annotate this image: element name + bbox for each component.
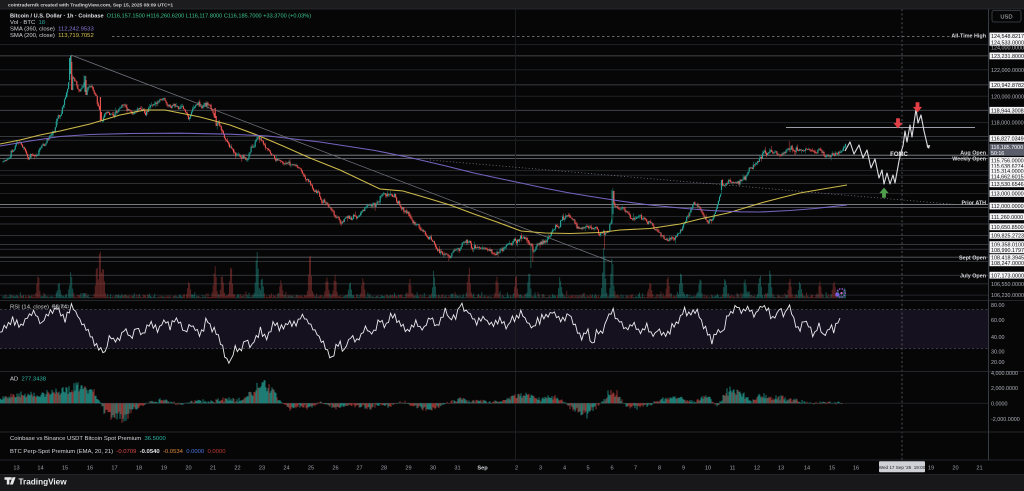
svg-text:Wed 17 Sep '25 19:00: Wed 17 Sep '25 19:00 [879, 465, 926, 470]
svg-text:19: 19 [161, 466, 167, 472]
svg-text:13: 13 [13, 466, 19, 472]
svg-text:60.00: 60.00 [991, 318, 1005, 324]
svg-text:109,358.0100: 109,358.0100 [991, 243, 1024, 249]
svg-text:108,418.3945: 108,418.3945 [991, 256, 1024, 262]
svg-text:18: 18 [136, 466, 142, 472]
svg-text:118,000.0000: 118,000.0000 [991, 121, 1024, 127]
svg-text:3: 3 [539, 466, 542, 472]
svg-text:108,990.1797: 108,990.1797 [991, 248, 1024, 254]
svg-text:2: 2 [515, 466, 518, 472]
svg-text:123,231.8000: 123,231.8000 [991, 54, 1024, 60]
svg-text:0.0000: 0.0000 [991, 401, 1008, 407]
svg-text:RSI (14, close) 56.74: RSI (14, close) 56.74 [10, 305, 68, 311]
svg-text:124,533.0000: 124,533.0000 [991, 40, 1024, 46]
svg-text:115,756.0000: 115,756.0000 [991, 159, 1024, 165]
svg-text:106,550.0000: 106,550.0000 [991, 282, 1024, 288]
svg-text:19: 19 [928, 466, 934, 472]
svg-text:All-Time High: All-Time High [951, 34, 986, 40]
svg-text:22: 22 [234, 466, 240, 472]
svg-text:24: 24 [283, 466, 289, 472]
svg-text:106,230.0000: 106,230.0000 [991, 293, 1024, 299]
svg-text:124,000.0000: 124,000.0000 [991, 46, 1024, 52]
svg-text:11: 11 [730, 466, 736, 472]
svg-text:7: 7 [634, 466, 637, 472]
svg-text:6: 6 [610, 466, 613, 472]
svg-text:13: 13 [778, 466, 784, 472]
svg-text:40.00: 40.00 [991, 335, 1005, 341]
svg-text:17: 17 [111, 466, 117, 472]
svg-text:Sept Open: Sept Open [959, 255, 986, 261]
svg-text:120,942.8782: 120,942.8782 [991, 83, 1024, 89]
svg-text:5: 5 [586, 466, 589, 472]
svg-text:Prior ATH: Prior ATH [961, 200, 986, 206]
svg-text:cointradernik created with Tra: cointradernik created with TradingView.c… [8, 3, 173, 9]
svg-text:15: 15 [62, 466, 68, 472]
svg-text:115,638.6274: 115,638.6274 [991, 164, 1024, 170]
svg-text:TradingView: TradingView [19, 478, 68, 487]
svg-text:112,000.0000: 112,000.0000 [991, 204, 1024, 210]
svg-text:110,650.8500: 110,650.8500 [991, 225, 1024, 231]
svg-text:Coinbase vs Binance USDT Bitco: Coinbase vs Binance USDT Bitcoin Spot Pr… [10, 436, 166, 442]
svg-text:111,260.0000: 111,260.0000 [991, 215, 1023, 221]
svg-text:29: 29 [405, 466, 411, 472]
svg-text:28: 28 [381, 466, 387, 472]
svg-text:2,000.0000: 2,000.0000 [991, 386, 1018, 392]
svg-text:21: 21 [976, 466, 982, 472]
svg-text:23: 23 [259, 466, 265, 472]
svg-text:Sep: Sep [477, 466, 488, 472]
svg-text:15: 15 [829, 466, 835, 472]
svg-text:122,000.0000: 122,000.0000 [991, 68, 1024, 74]
svg-text:30.00: 30.00 [991, 350, 1005, 356]
svg-text:12: 12 [754, 466, 760, 472]
svg-text:50:16: 50:16 [991, 151, 1004, 157]
svg-text:4,000.0000: 4,000.0000 [991, 371, 1018, 377]
svg-text:16: 16 [853, 466, 859, 472]
svg-text:Weekly Open: Weekly Open [952, 157, 986, 163]
svg-text:FOMC: FOMC [890, 152, 908, 158]
svg-text:114,662.6015: 114,662.6015 [991, 174, 1024, 180]
svg-text:4: 4 [563, 466, 566, 472]
svg-text:30: 30 [430, 466, 436, 472]
svg-text:USD: USD [1000, 14, 1012, 20]
svg-text:31: 31 [454, 466, 460, 472]
svg-text:116,185.7000: 116,185.7000 [991, 145, 1023, 151]
svg-text:SMA (200, close) 113,719.7052: SMA (200, close) 113,719.7052 [10, 33, 94, 39]
svg-text:14: 14 [804, 466, 810, 472]
svg-text:8: 8 [658, 466, 661, 472]
svg-text:16: 16 [87, 466, 93, 472]
svg-text:BTC Perp-Spot Premium (EMA, 20: BTC Perp-Spot Premium (EMA, 20, 21) -0.0… [10, 449, 226, 455]
svg-text:14: 14 [37, 466, 43, 472]
svg-text:21: 21 [210, 466, 216, 472]
svg-text:20: 20 [185, 466, 191, 472]
svg-text:AD 277.3438: AD 277.3438 [10, 377, 47, 383]
svg-text:9: 9 [682, 466, 685, 472]
svg-text:20: 20 [952, 466, 958, 472]
svg-text:116,827.0349: 116,827.0349 [991, 137, 1024, 143]
svg-text:25: 25 [308, 466, 314, 472]
svg-text:113,000.0000: 113,000.0000 [991, 192, 1024, 198]
svg-text:118,944.3008: 118,944.3008 [991, 108, 1024, 114]
svg-text:Aug Open: Aug Open [960, 150, 986, 156]
svg-text:10: 10 [705, 466, 711, 472]
svg-text:20.00: 20.00 [991, 360, 1005, 366]
svg-text:Vol · BTC 18: Vol · BTC 18 [10, 20, 46, 26]
svg-text:109,825.2723: 109,825.2723 [991, 234, 1024, 240]
svg-text:-2,000.0000: -2,000.0000 [991, 417, 1020, 423]
svg-text:107,173.0000: 107,173.0000 [991, 273, 1024, 279]
svg-text:26: 26 [332, 466, 338, 472]
svg-text:July Open: July Open [960, 273, 986, 279]
svg-text:124,548.8217: 124,548.8217 [991, 34, 1024, 40]
svg-text:120,000.0000: 120,000.0000 [991, 94, 1024, 100]
svg-text:80.00: 80.00 [991, 303, 1005, 309]
svg-text:115,314.0000: 115,314.0000 [991, 169, 1024, 175]
svg-text:Bitcoin / U.S. Dollar · 1h · C: Bitcoin / U.S. Dollar · 1h · Coinbase O1… [10, 14, 311, 20]
svg-text:113,530.6546: 113,530.6546 [991, 182, 1024, 188]
svg-text:27: 27 [356, 466, 362, 472]
svg-text:SMA (360, close) 112,242.9533: SMA (360, close) 112,242.9533 [10, 27, 94, 33]
svg-text:108,247.0000: 108,247.0000 [991, 261, 1024, 267]
